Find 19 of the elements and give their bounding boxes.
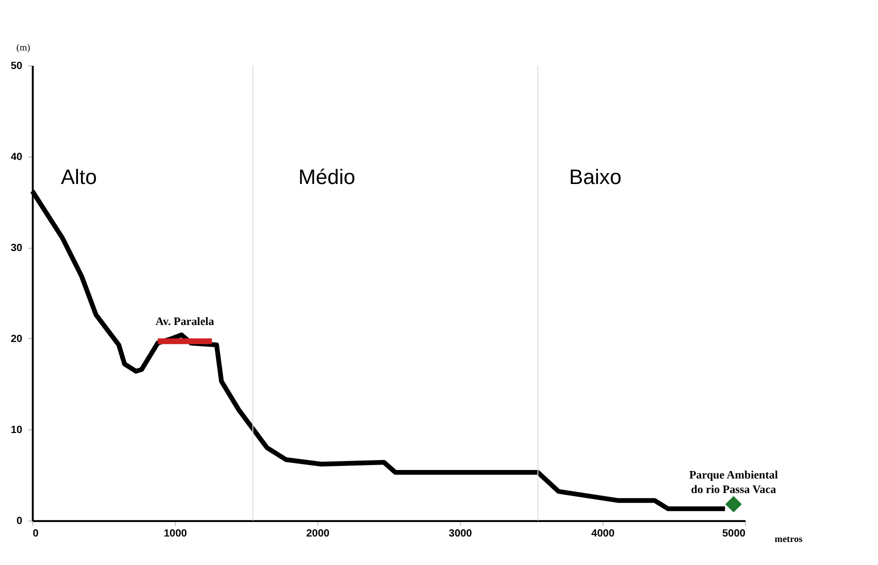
y-tick-label: 30: [10, 242, 23, 254]
y-tick-label: 10: [10, 424, 23, 436]
x-tick-label: 5000: [722, 528, 746, 540]
x-tick-label: 0: [32, 528, 39, 540]
series-label: Parque Ambiental do rio Passa Vaca: [689, 470, 778, 496]
x-tick-label: 3000: [448, 528, 472, 540]
annotation: Baixo: [569, 166, 622, 190]
y-tick-label: 0: [16, 516, 23, 527]
y-tick-label: 20: [10, 334, 23, 345]
x-tick-label: 1000: [164, 528, 188, 540]
series-label: Av. Paralela: [155, 316, 214, 328]
y-axis-title: (m): [16, 44, 30, 54]
y-tick-label: 50: [10, 60, 23, 72]
annotation: Médio: [298, 166, 356, 190]
x-tick-label: 2000: [306, 528, 330, 540]
y-tick-label: 40: [10, 152, 23, 163]
x-tick-label: 4000: [591, 528, 615, 540]
x-axis-title: metros: [774, 534, 803, 545]
annotation: Alto: [60, 166, 97, 190]
